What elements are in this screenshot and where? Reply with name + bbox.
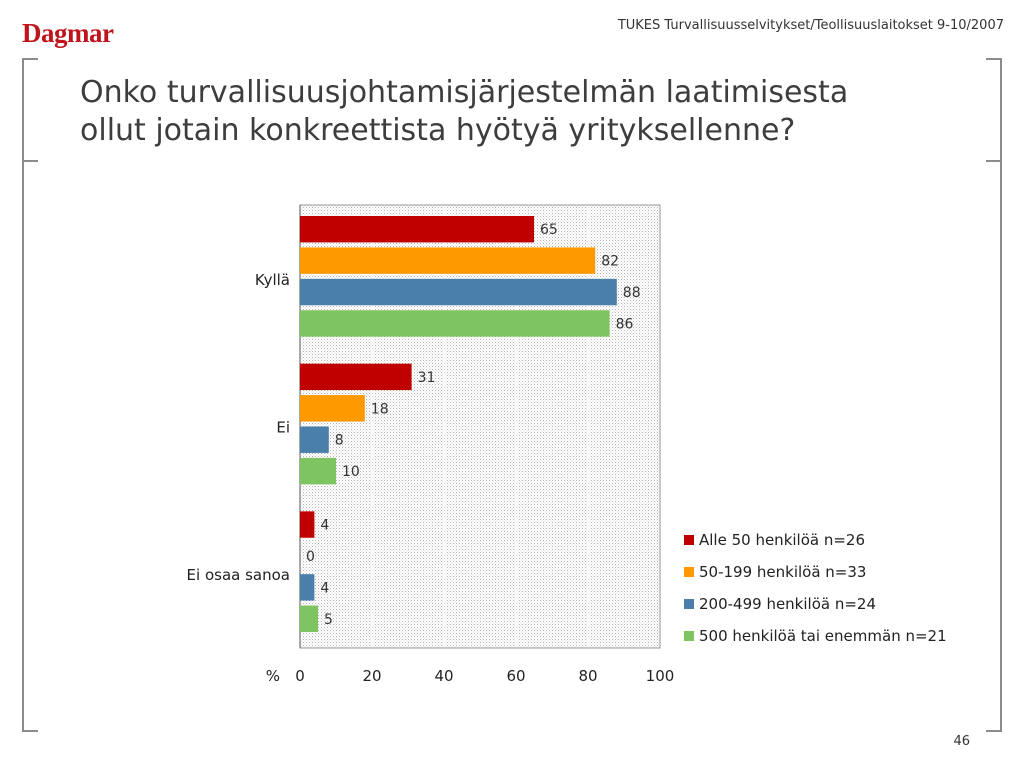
- bar: [300, 605, 318, 632]
- legend-label: 500 henkilöä tai enemmän n=21: [699, 626, 947, 645]
- data-label: 86: [616, 316, 634, 332]
- bar: [300, 247, 596, 274]
- x-tick-label: 60: [506, 667, 525, 685]
- slide-title-line-2: ollut jotain konkreettista hyötyä yrityk…: [80, 113, 796, 148]
- data-label: 88: [623, 285, 641, 301]
- bar: [300, 278, 617, 306]
- data-label: 5: [324, 612, 333, 628]
- x-tick-label: 0: [295, 667, 305, 685]
- title-frame-right: [986, 58, 1002, 162]
- x-tick-label: 20: [362, 667, 381, 685]
- header-note: TUKES Turvallisuusselvitykset/Teollisuus…: [617, 18, 1004, 33]
- bar: [300, 574, 315, 601]
- legend-item: 200-499 henkilöä n=24: [684, 592, 947, 615]
- category-label: Ei osaa sanoa: [187, 566, 290, 584]
- legend-swatch: [684, 630, 694, 641]
- data-label: 4: [320, 518, 329, 534]
- data-label: 0: [306, 549, 315, 565]
- bar: [300, 310, 610, 337]
- bar: [300, 395, 365, 422]
- bar: [300, 216, 534, 243]
- title-frame-left: [22, 58, 38, 162]
- data-label: 4: [320, 580, 329, 596]
- data-label: 31: [418, 370, 436, 386]
- bar: [300, 363, 412, 391]
- legend-item: 500 henkilöä tai enemmän n=21: [684, 624, 947, 647]
- dagmar-logo: Dagmar: [22, 18, 114, 48]
- data-label: 18: [371, 401, 389, 417]
- legend-swatch: [684, 566, 694, 577]
- bar: [300, 426, 329, 453]
- x-tick-label: 80: [578, 667, 597, 685]
- data-label: 65: [540, 222, 558, 238]
- bar: [300, 511, 315, 538]
- x-tick-label: 100: [646, 667, 675, 685]
- slide-title-line-1: Onko turvallisuusjohtamisjärjestelmän la…: [80, 75, 849, 110]
- legend-label: 200-499 henkilöä n=24: [699, 594, 877, 613]
- x-axis-unit-label: %: [266, 667, 280, 685]
- x-tick-label: 40: [434, 667, 453, 685]
- data-label: 82: [601, 254, 619, 270]
- legend-label: 50-199 henkilöä n=33: [699, 562, 867, 581]
- bar: [300, 457, 336, 485]
- legend-item: 50-199 henkilöä n=33: [684, 560, 947, 583]
- content-frame-right: [986, 160, 1002, 732]
- legend-swatch: [684, 598, 694, 609]
- legend-item: Alle 50 henkilöä n=26: [684, 528, 947, 551]
- legend-swatch: [684, 534, 694, 545]
- data-label: 10: [342, 464, 360, 480]
- legend-label: Alle 50 henkilöä n=26: [699, 530, 866, 549]
- page-number: 46: [953, 734, 970, 749]
- category-label: Ei: [276, 419, 290, 437]
- data-label: 8: [335, 433, 344, 449]
- content-frame-left: [22, 160, 38, 732]
- category-label: Kyllä: [255, 271, 290, 289]
- chart-legend: Alle 50 henkilöä n=26 50-199 henkilöä n=3…: [684, 528, 947, 656]
- slide-title: Onko turvallisuusjohtamisjärjestelmän la…: [80, 74, 980, 150]
